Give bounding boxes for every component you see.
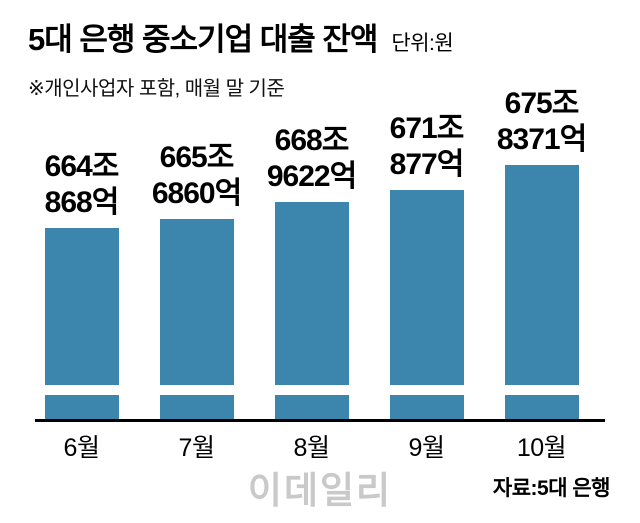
x-tick-october: 10월: [516, 434, 567, 462]
value-label: 664조 868억: [44, 150, 120, 219]
source-credit: 자료:5대 은행: [492, 477, 611, 500]
x-axis-line: [35, 419, 605, 422]
bar-august: [274, 202, 349, 420]
x-tick-june: 6월: [63, 434, 100, 462]
value-label: 671조 877억: [389, 112, 465, 181]
value-label: 675조 8371억: [496, 87, 587, 156]
bar-july: [159, 219, 234, 420]
unit-label: 단위:원: [391, 32, 454, 55]
chart-note: ※개인사업자 포함, 매월 말 기준: [28, 78, 285, 100]
bar-october: [504, 165, 579, 420]
value-label: 668조 9622억: [266, 124, 357, 193]
chart-header: 5대 은행 중소기업 대출 잔액 단위:원: [28, 14, 620, 59]
x-tick-september: 9월: [408, 434, 445, 462]
bar-group-june: 664조 868억: [24, 82, 139, 420]
bar-june: [44, 228, 119, 420]
x-axis-labels: 6월 7월 8월 9월 10월: [24, 428, 599, 464]
bar-group-august: 668조 9622억: [254, 82, 369, 420]
bar-group-july: 665조 6860억: [139, 82, 254, 420]
x-tick-july: 7월: [178, 434, 215, 462]
bar-group-october: 675조 8371억: [484, 82, 599, 420]
value-label: 665조 6860억: [151, 141, 242, 210]
chart-title: 5대 은행 중소기업 대출 잔액: [28, 22, 378, 57]
bar-september: [389, 190, 464, 420]
bar-chart-area: 664조 868억 665조 6860억 668조 9622억 671조 877…: [24, 82, 599, 420]
bar-group-september: 671조 877억: [369, 82, 484, 420]
x-tick-august: 8월: [293, 434, 330, 462]
edaily-watermark-logo: 이데일리: [247, 470, 393, 511]
